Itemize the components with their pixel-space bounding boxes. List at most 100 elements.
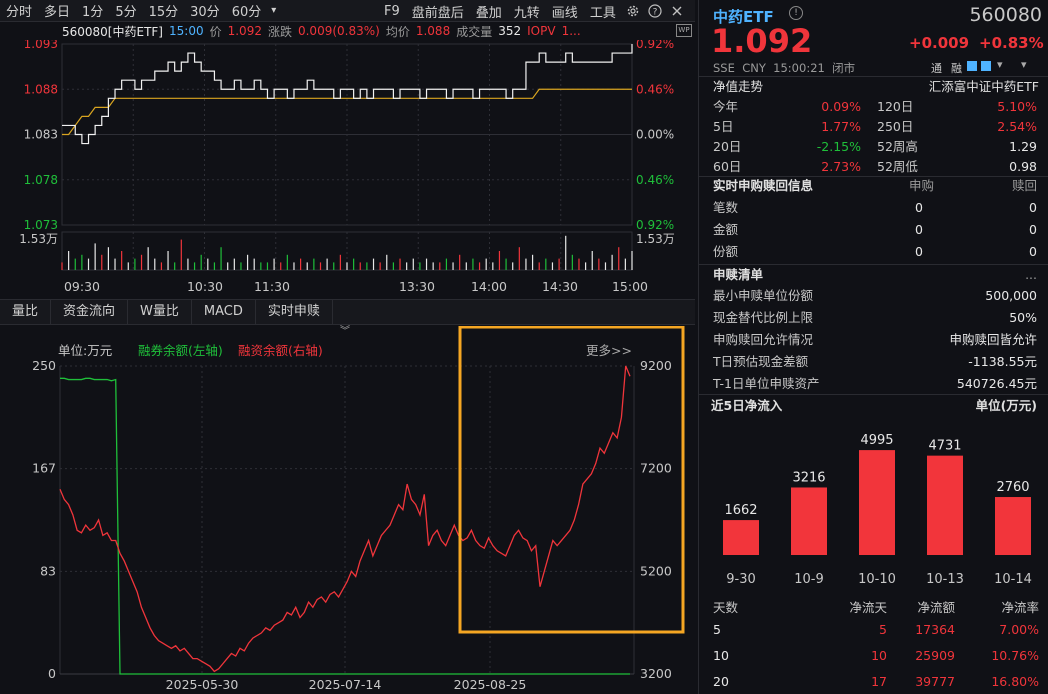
- period-dropdown-icon[interactable]: ▾: [271, 5, 277, 16]
- close-icon[interactable]: [668, 2, 686, 20]
- tab-fund-flow[interactable]: 资金流向: [51, 300, 129, 324]
- nav-row: 今年 0.09% 120日 5.10%: [711, 97, 1039, 117]
- list-row-value: -1138.55元: [968, 354, 1037, 369]
- margin-balance-chart[interactable]: 250 9200 167 7200 83 5200 0 3200 2025-05-30 2025-…: [0, 326, 695, 694]
- flow-table-cell: 10.76%: [991, 648, 1039, 663]
- intraday-chart[interactable]: 1.093 0.92% 1.088 0.46% 1.083 0.00% 1.078 0.46%…: [0, 40, 695, 299]
- inflow-date-label: 10-14: [994, 572, 1032, 587]
- tab-1min[interactable]: 1分: [82, 5, 104, 20]
- nav-period-label: 20日: [713, 139, 742, 154]
- collapse-icon[interactable]: ︾: [340, 326, 350, 337]
- legend-short-balance: 融券余额(左轴): [138, 343, 223, 358]
- iopv-label: IOPV: [527, 24, 556, 38]
- left-axis-label: 0: [48, 666, 56, 681]
- f9-button[interactable]: F9: [384, 3, 400, 19]
- pre-post-market-button[interactable]: 盘前盘后: [411, 5, 464, 21]
- info-icon[interactable]: !: [789, 6, 803, 20]
- tab-volume-ratio[interactable]: 量比: [0, 300, 52, 324]
- inflow-value-label: 2760: [996, 480, 1029, 495]
- inflow-bar: [995, 497, 1031, 555]
- nav-period-value: 0.98: [1009, 159, 1037, 174]
- nav-period-value: 5.10%: [997, 99, 1037, 114]
- change-label: 涨跌: [267, 24, 292, 39]
- nav-row: 20日 -2.15% 52周高 1.29: [711, 137, 1039, 157]
- tag-dropdown-icon[interactable]: [967, 61, 977, 71]
- list-row: 申购赎回允许情况 申购赎回皆允许: [711, 330, 1039, 350]
- tag-dropdown-icon-2[interactable]: [981, 61, 991, 71]
- flow-table-row: 5 5 17364 7.00%: [713, 620, 1039, 640]
- security-code-name: 560080[中药ETF]: [62, 24, 163, 39]
- nav-period-label: 60日: [713, 159, 742, 174]
- nav-period-value: 0.09%: [821, 99, 861, 114]
- flow-table-cell: 39777: [915, 674, 955, 689]
- inflow-bar: [927, 455, 963, 555]
- pct-tick-label: 0.46%: [636, 82, 674, 96]
- tab-realtime-creation[interactable]: 实时申赎: [256, 300, 333, 324]
- tab-multiday[interactable]: 多日: [44, 5, 71, 20]
- inflow-date-label: 10-13: [926, 572, 964, 587]
- flow-table-header-cell: 净流天: [849, 600, 887, 615]
- tab-w-volume-ratio[interactable]: W量比: [128, 300, 192, 324]
- inflow-value-label: 3216: [792, 470, 825, 485]
- tab-5min[interactable]: 5分: [115, 5, 137, 20]
- nav-period-value: 2.54%: [997, 119, 1037, 134]
- help-icon[interactable]: ?: [646, 2, 664, 20]
- creation-header: 实时申购赎回信息 申购 赎回: [711, 176, 1039, 196]
- tools-button[interactable]: 工具: [589, 5, 616, 21]
- expand-chevron-icon[interactable]: ▾: [997, 58, 1003, 71]
- list-row: 最小申赎单位份额 500,000: [711, 286, 1039, 306]
- flow-table-header-cell: 天数: [713, 600, 739, 615]
- list-row-label: T-1日单位申赎资产: [713, 376, 820, 391]
- inflow-value-label: 1662: [724, 503, 757, 518]
- overlay-button[interactable]: 叠加: [475, 5, 502, 21]
- list-header: 申赎清单 ...: [711, 265, 1039, 285]
- flow-table-header-cell: 净流率: [1001, 600, 1039, 615]
- list-more-button[interactable]: ...: [1025, 267, 1037, 282]
- creation-redeem-value: 0: [1029, 244, 1037, 259]
- toolbar-right-group: F9 盘前盘后 叠加 九转 画线 工具 ?: [378, 0, 688, 22]
- list-row-value: 申购赎回皆允许: [949, 332, 1037, 347]
- tab-30min[interactable]: 30分: [190, 5, 220, 20]
- right-info-panel: 中药ETF ! 560080 1.092 +0.009 +0.83% SSE C…: [698, 0, 1048, 694]
- flow-table-cell: 10: [871, 648, 887, 663]
- volume-axis-label-right: 1.53万: [636, 232, 675, 246]
- tab-macd[interactable]: MACD: [192, 300, 256, 324]
- list-row-label: T日预估现金差额: [713, 354, 809, 369]
- more-link[interactable]: 更多>>: [586, 343, 632, 358]
- flow-table-cell: 10: [713, 648, 729, 663]
- tab-intraday[interactable]: 分时: [6, 5, 33, 20]
- price-change-pct: +0.83%: [979, 34, 1044, 52]
- avg-label: 均价: [385, 24, 410, 39]
- left-axis-label: 83: [40, 563, 56, 578]
- tab-60min[interactable]: 60分: [231, 5, 262, 20]
- security-name: 中药ETF: [713, 8, 774, 26]
- time-tick-label: 13:30: [399, 279, 435, 294]
- quote-info-row: 560080[中药ETF] 15:00 价 1.092 涨跌 0.009(0.8…: [0, 22, 695, 40]
- flow-table-cell: 17364: [915, 622, 955, 637]
- creation-buy-value: 0: [915, 244, 923, 259]
- nav-period-value: -2.15%: [816, 139, 861, 154]
- gear-icon[interactable]: [624, 2, 642, 20]
- flow-table-cell: 25909: [915, 648, 955, 663]
- right-axis-label: 7200: [640, 461, 672, 476]
- nav-period-label: 52周低: [877, 159, 918, 174]
- svg-text:?: ?: [652, 8, 657, 18]
- flow-unit: 单位(万元): [975, 398, 1037, 413]
- nav-period-value: 2.73%: [821, 159, 861, 174]
- nine-turn-button[interactable]: 九转: [513, 5, 540, 21]
- flow-table-cell: 16.80%: [991, 674, 1039, 689]
- nav-period-label: 5日: [713, 119, 734, 134]
- cursor-time: 15:00: [169, 24, 204, 38]
- pct-tick-label: 0.46%: [636, 173, 674, 187]
- price-value: 1.092: [227, 24, 262, 38]
- expand-chevron-icon-2[interactable]: ▾: [1021, 58, 1027, 71]
- time-tick-label: 11:30: [254, 279, 290, 294]
- draw-line-button[interactable]: 画线: [551, 5, 578, 21]
- wp-badge-icon[interactable]: WP: [676, 24, 692, 37]
- period-toolbar: 分时 多日 1分 5分 15分 30分 60分 ▾ F9 盘前盘后 叠加 九转 …: [0, 0, 695, 22]
- tab-15min[interactable]: 15分: [148, 5, 179, 20]
- creation-buy-value: 0: [915, 222, 923, 237]
- pct-tick-label: 0.92%: [636, 40, 674, 51]
- price-line: [62, 44, 633, 145]
- nav-title: 净值走势: [713, 79, 764, 94]
